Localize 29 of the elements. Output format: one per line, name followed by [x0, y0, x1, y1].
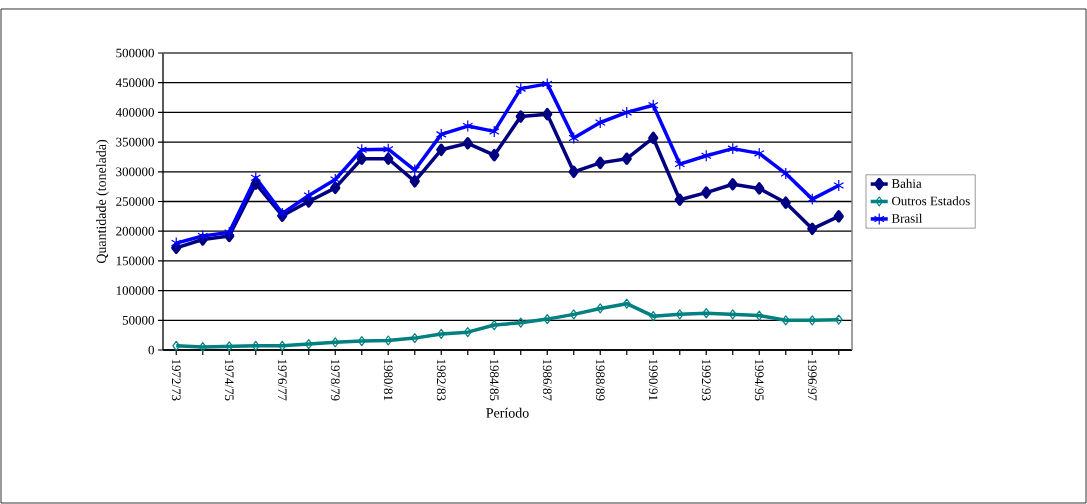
x-tick-label: 1982/83 — [436, 359, 446, 401]
y-tick-label: 50000 — [122, 315, 154, 325]
y-tick-label: 300000 — [116, 167, 154, 177]
x-tick-label: 1986/87 — [542, 359, 552, 401]
x-tick-label: 1976/77 — [277, 359, 287, 401]
y-tick-label: 450000 — [115, 78, 154, 88]
x-tick-label: 1992/93 — [701, 359, 711, 401]
x-tick-label: 1972/73 — [171, 359, 181, 401]
x-tick-label: 1994/95 — [754, 359, 764, 401]
y-axis-title: Quantidade (tonelada) — [96, 139, 109, 264]
x-tick-label: 1988/89 — [595, 359, 605, 401]
y-tick-label: 0 — [148, 345, 154, 355]
y-tick-label: 500000 — [116, 48, 154, 58]
y-tick-label: 400000 — [115, 108, 154, 117]
x-tick-label: 1974/75 — [224, 359, 234, 401]
y-tick-label: 200000 — [116, 226, 154, 236]
y-tick-label: 100000 — [116, 286, 154, 295]
y-tick-label: 250000 — [116, 197, 154, 206]
x-tick-label: 1978/79 — [330, 359, 340, 401]
legend-label: Brasil — [891, 213, 923, 223]
x-tick-label: 1980/81 — [383, 359, 393, 401]
legend-label: Bahia — [891, 178, 922, 188]
x-tick-label: 1984/85 — [489, 359, 499, 401]
y-tick-label: 150000 — [116, 256, 154, 266]
y-tick-label: 350000 — [116, 137, 154, 147]
x-tick-label: 1990/91 — [648, 359, 658, 401]
x-axis-title: Período — [486, 407, 529, 418]
legend-label: Outros Estados — [892, 196, 970, 206]
x-tick-label: 1996/97 — [807, 359, 817, 401]
